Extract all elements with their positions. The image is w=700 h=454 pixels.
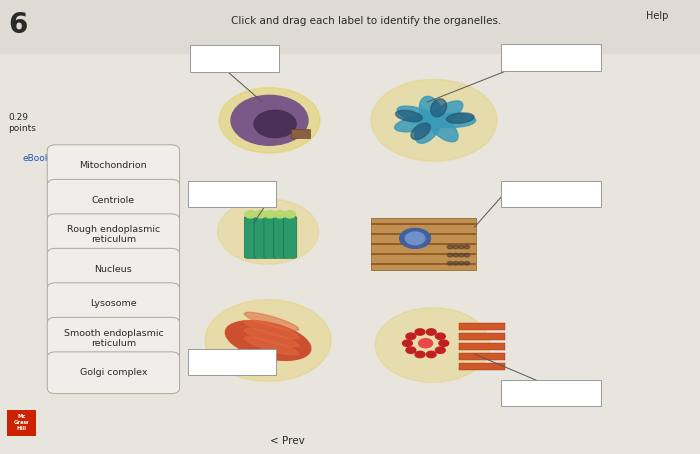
Circle shape bbox=[439, 340, 449, 346]
Text: Rough endoplasmic
reticulum: Rough endoplasmic reticulum bbox=[66, 225, 160, 244]
Ellipse shape bbox=[425, 101, 463, 128]
Circle shape bbox=[453, 253, 459, 257]
FancyBboxPatch shape bbox=[48, 317, 179, 359]
Ellipse shape bbox=[415, 111, 442, 143]
Circle shape bbox=[265, 211, 276, 218]
Circle shape bbox=[231, 95, 308, 145]
FancyBboxPatch shape bbox=[274, 216, 287, 258]
Circle shape bbox=[458, 253, 464, 257]
FancyBboxPatch shape bbox=[459, 333, 505, 340]
Circle shape bbox=[464, 262, 470, 265]
Circle shape bbox=[426, 351, 436, 358]
Circle shape bbox=[284, 211, 295, 218]
Text: eBook: eBook bbox=[22, 154, 50, 163]
FancyBboxPatch shape bbox=[290, 129, 310, 138]
Circle shape bbox=[274, 211, 286, 218]
Circle shape bbox=[219, 88, 320, 153]
Ellipse shape bbox=[447, 113, 474, 123]
FancyBboxPatch shape bbox=[48, 145, 179, 187]
Circle shape bbox=[447, 253, 453, 257]
Circle shape bbox=[419, 339, 433, 348]
Ellipse shape bbox=[423, 113, 476, 128]
Circle shape bbox=[464, 245, 470, 249]
Ellipse shape bbox=[244, 337, 299, 355]
Circle shape bbox=[205, 300, 331, 381]
FancyBboxPatch shape bbox=[284, 216, 297, 258]
Text: 0.29
points: 0.29 points bbox=[8, 114, 36, 133]
Circle shape bbox=[405, 232, 425, 245]
FancyBboxPatch shape bbox=[371, 218, 476, 270]
Text: Click and drag each label to identify the organelles.: Click and drag each label to identify th… bbox=[231, 16, 501, 26]
Ellipse shape bbox=[430, 99, 447, 117]
Ellipse shape bbox=[395, 110, 422, 122]
Circle shape bbox=[447, 245, 453, 249]
Ellipse shape bbox=[225, 321, 311, 360]
Circle shape bbox=[375, 308, 490, 382]
FancyBboxPatch shape bbox=[48, 283, 179, 325]
FancyBboxPatch shape bbox=[244, 216, 258, 258]
Circle shape bbox=[426, 329, 436, 335]
Ellipse shape bbox=[244, 321, 299, 339]
Circle shape bbox=[415, 329, 425, 335]
FancyBboxPatch shape bbox=[48, 214, 179, 256]
Text: Centriole: Centriole bbox=[92, 196, 135, 205]
Circle shape bbox=[458, 262, 464, 265]
Circle shape bbox=[254, 110, 296, 138]
FancyBboxPatch shape bbox=[501, 181, 601, 207]
FancyBboxPatch shape bbox=[7, 410, 36, 436]
Ellipse shape bbox=[419, 96, 443, 130]
Circle shape bbox=[453, 245, 459, 249]
FancyBboxPatch shape bbox=[459, 343, 505, 350]
FancyBboxPatch shape bbox=[459, 353, 505, 360]
FancyBboxPatch shape bbox=[459, 323, 505, 330]
Ellipse shape bbox=[426, 111, 458, 142]
Circle shape bbox=[464, 253, 470, 257]
Text: Mitochondrion: Mitochondrion bbox=[80, 161, 147, 170]
Circle shape bbox=[447, 262, 453, 265]
Ellipse shape bbox=[411, 123, 430, 139]
Circle shape bbox=[371, 79, 497, 161]
Text: Smooth endoplasmic
reticulum: Smooth endoplasmic reticulum bbox=[64, 329, 163, 348]
FancyBboxPatch shape bbox=[501, 380, 601, 406]
Circle shape bbox=[458, 245, 464, 249]
Circle shape bbox=[400, 228, 430, 248]
Circle shape bbox=[255, 211, 266, 218]
Circle shape bbox=[406, 347, 416, 353]
Circle shape bbox=[245, 211, 256, 218]
Text: Lysosome: Lysosome bbox=[90, 299, 136, 308]
FancyBboxPatch shape bbox=[264, 216, 277, 258]
Circle shape bbox=[415, 351, 425, 358]
Ellipse shape bbox=[395, 114, 444, 132]
Circle shape bbox=[402, 340, 412, 346]
Text: Nucleus: Nucleus bbox=[94, 265, 132, 274]
Circle shape bbox=[453, 262, 459, 265]
Circle shape bbox=[218, 199, 318, 264]
FancyBboxPatch shape bbox=[190, 45, 279, 72]
FancyBboxPatch shape bbox=[254, 216, 267, 258]
FancyBboxPatch shape bbox=[48, 352, 179, 394]
FancyBboxPatch shape bbox=[459, 363, 505, 370]
Text: Golgi complex: Golgi complex bbox=[80, 368, 147, 377]
Text: Help: Help bbox=[646, 11, 668, 21]
Circle shape bbox=[435, 347, 445, 353]
Text: Mc
Graw
Hill: Mc Graw Hill bbox=[14, 415, 29, 431]
FancyBboxPatch shape bbox=[48, 179, 179, 221]
Ellipse shape bbox=[244, 329, 299, 347]
FancyBboxPatch shape bbox=[48, 248, 179, 290]
FancyBboxPatch shape bbox=[0, 0, 700, 54]
Text: 6: 6 bbox=[8, 11, 28, 39]
Circle shape bbox=[435, 333, 445, 340]
Ellipse shape bbox=[398, 106, 444, 127]
Circle shape bbox=[406, 333, 416, 340]
FancyBboxPatch shape bbox=[188, 181, 276, 207]
Ellipse shape bbox=[244, 312, 299, 331]
FancyBboxPatch shape bbox=[188, 349, 276, 375]
FancyBboxPatch shape bbox=[501, 44, 601, 71]
Text: < Prev: < Prev bbox=[270, 436, 304, 446]
